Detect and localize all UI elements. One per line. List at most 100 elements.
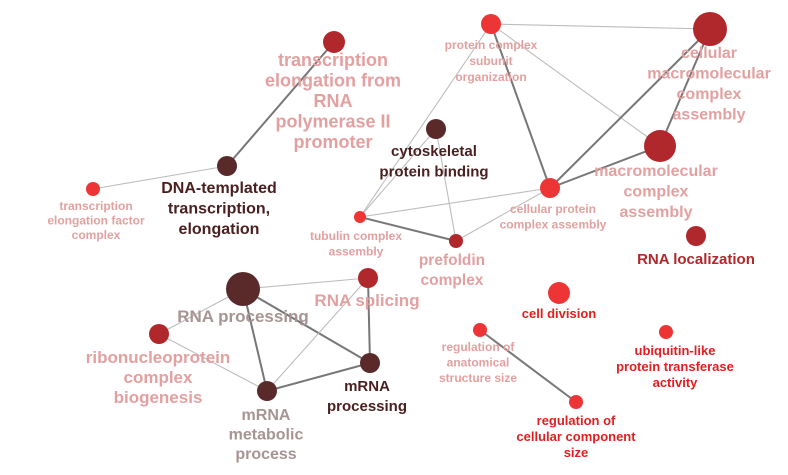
edge-mrna_processing--mrna_metabolic_process [266,362,371,392]
edge-protein_complex_subunit_org--cellular_macromolecular_complex_assembly [490,23,711,30]
edge-macromolecular_complex_assembly--cellular_protein_complex_assembly [549,145,661,189]
label-line: mRNA [242,407,291,424]
node-dna_templated_transcription[interactable] [217,156,237,176]
label-transcription_elongation_rna_pol: transcription elongation from RNA polymeras… [265,50,401,152]
label-line: complex [421,272,484,289]
node-transcription_elongation_factor[interactable] [86,182,100,196]
label-line: complex [72,228,121,242]
node-mrna_processing[interactable] [360,353,380,373]
label-line: biogenesis [114,388,203,407]
node-protein_complex_subunit_org[interactable] [481,14,501,34]
node-mrna_metabolic_process[interactable] [257,381,277,401]
label-line: assembly [329,245,384,259]
node-rna_processing[interactable] [226,272,260,306]
label-tubulin_complex_assembly: tubulin complex assembly [310,229,402,259]
label-line: processing [327,398,407,415]
edge-tubulin_complex_assembly--cellular_protein_complex_assembly [359,187,551,218]
edge-protein_complex_subunit_org--cellular_protein_complex_assembly [490,23,551,189]
label-line: cytoskeletal [391,143,477,160]
label-rna_localization: RNA localization [637,251,755,268]
label-line: elongation from [265,71,401,91]
label-line: elongation [179,221,260,238]
label-line: mRNA [344,378,390,395]
label-mrna_metabolic_process: mRNA metabolic process [229,407,304,463]
label-line: polymerase II [275,112,390,132]
edge-regulation_anatomical_structure_size--regulation_cellular_component_size [479,329,577,403]
label-dna_templated_transcription: DNA-templated transcription, elongation [161,180,277,238]
label-line: anatomical [447,356,510,370]
label-line: organization [455,70,526,84]
label-ubiquitin_like_protein_transferase: ubiquitin-like protein transferase activit… [616,343,734,390]
node-transcription_elongation_rna_pol[interactable] [323,31,345,53]
node-regulation_cellular_component_size[interactable] [569,395,583,409]
edge-protein_complex_subunit_org--macromolecular_complex_assembly [490,23,661,147]
label-line: complex [624,184,689,201]
label-line: promoter [293,132,372,152]
label-line: complex [124,368,194,387]
label-prefoldin_complex: prefoldin complex [419,252,485,289]
node-rna_splicing[interactable] [358,268,378,288]
label-line: ribonucleoprotein [86,348,231,367]
label-line: RNA processing [177,307,309,326]
label-cellular_protein_complex_assembly: cellular protein complex assembly [500,202,607,232]
label-line: regulation of [537,413,616,428]
label-regulation_anatomical_structure_size: regulation of anatomical structure size [439,340,517,385]
edge-dna_templated_transcription--transcription_elongation_factor [92,165,228,190]
node-prefoldin_complex[interactable] [449,234,463,248]
label-line: protein binding [379,164,488,181]
label-line: assembly [673,107,746,124]
label-rna_splicing: RNA splicing [314,291,419,310]
label-line: transcription, [168,201,270,218]
label-line: cellular protein [510,202,596,216]
node-cell_division[interactable] [548,282,570,304]
label-line: macromolecular [647,66,771,83]
edge-cytoskeletal_protein_binding--prefoldin_complex [435,128,457,242]
label-line: RNA [314,91,353,111]
label-line: metabolic [229,427,304,444]
nodes-layer [86,12,727,409]
edge-tubulin_complex_assembly--prefoldin_complex [359,216,457,242]
edges-layer [92,23,711,403]
edge-rna_processing--mrna_processing [242,288,371,364]
edge-ribonucleoprotein_complex_biogenesis--mrna_metabolic_process [158,333,268,392]
node-ubiquitin_like_protein_transferase[interactable] [659,325,673,339]
node-cellular_protein_complex_assembly[interactable] [540,178,560,198]
edge-rna_splicing--mrna_metabolic_process [266,277,369,392]
node-cellular_macromolecular_complex_assembly[interactable] [693,12,727,46]
node-tubulin_complex_assembly[interactable] [354,211,366,223]
node-regulation_anatomical_structure_size[interactable] [473,323,487,337]
label-line: tubulin complex [310,229,402,243]
label-line: DNA-templated [161,180,277,197]
label-line: regulation of [442,340,516,354]
label-regulation_cellular_component_size: regulation of cellular component size [516,413,636,460]
node-ribonucleoprotein_complex_biogenesis[interactable] [149,324,169,344]
label-line: transcription [278,50,388,70]
label-line: structure size [439,371,517,385]
label-transcription_elongation_factor: transcription elongation factor complex [47,199,145,242]
label-cell_division: cell division [522,306,596,321]
node-macromolecular_complex_assembly[interactable] [644,130,676,162]
label-line: complex assembly [500,218,607,232]
label-cellular_macromolecular_complex_assembly: cellular macromolecular complex assembly [647,45,771,124]
label-line: protein transferase [616,359,734,374]
label-macromolecular_complex_assembly: macromolecular complex assembly [594,163,718,221]
label-line: protein complex [445,38,538,52]
edge-rna_processing--mrna_metabolic_process [242,288,268,392]
label-ribonucleoprotein_complex_biogenesis: ribonucleoprotein complex biogenesis [86,348,231,407]
label-line: elongation factor [47,214,145,228]
edge-prefoldin_complex--cellular_protein_complex_assembly [455,187,551,242]
label-line: activity [653,375,699,390]
label-line: cellular component [516,429,636,444]
label-line: prefoldin [419,252,485,269]
edge-rna_splicing--mrna_processing [367,277,371,364]
label-line: process [235,446,296,463]
node-rna_localization[interactable] [686,226,706,246]
node-cytoskeletal_protein_binding[interactable] [426,119,446,139]
edge-cellular_macromolecular_complex_assembly--macromolecular_complex_assembly [659,28,711,147]
labels-layer: transcription elongation from RNA polymeras… [47,38,770,463]
label-mrna_processing: mRNA processing [327,378,407,415]
label-line: macromolecular [594,163,718,180]
label-cytoskeletal_protein_binding: cytoskeletal protein binding [379,143,488,181]
label-rna_processing: RNA processing [177,307,309,326]
